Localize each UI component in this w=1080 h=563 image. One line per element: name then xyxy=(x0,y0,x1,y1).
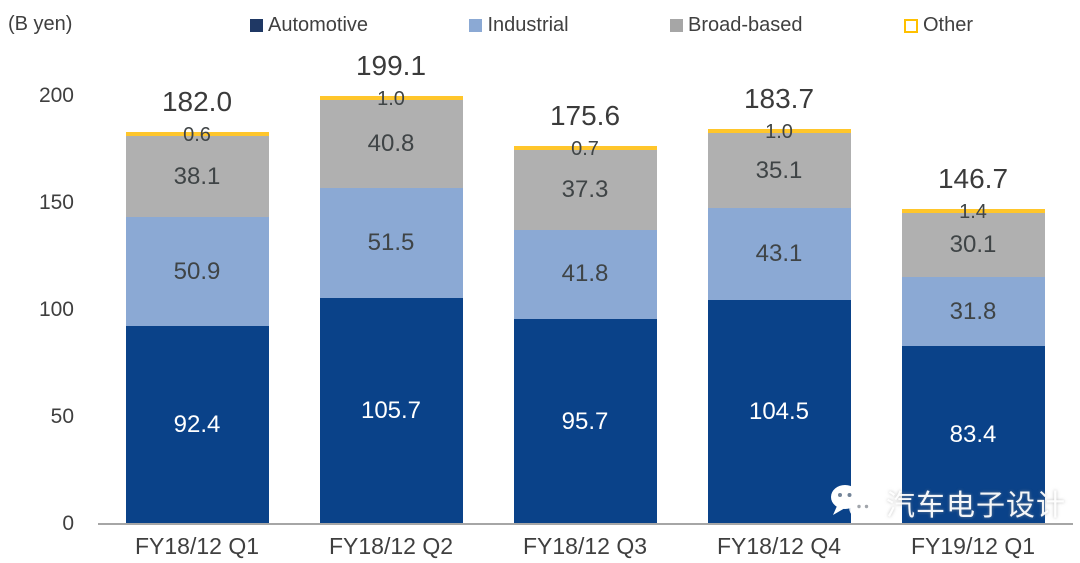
legend-swatch-other xyxy=(903,18,918,33)
other-value-label: 1.0 xyxy=(377,88,405,111)
segment-broad-based: 30.1 xyxy=(901,213,1045,278)
segment-other xyxy=(901,209,1045,214)
segment-broad-based: 38.1 xyxy=(125,135,269,218)
segment-value-label: 51.5 xyxy=(367,228,415,256)
segment-value-label: 50.9 xyxy=(173,257,221,285)
segment-value-label: 92.4 xyxy=(173,411,221,439)
segment-value-label: 30.1 xyxy=(949,231,997,259)
y-tick-label: 0 xyxy=(62,512,74,535)
bar-stack-fy18-12-q4: 104.5 43.1 35.1 1.0 183.7 xyxy=(707,85,851,524)
x-category-label: FY18/12 Q2 xyxy=(328,533,454,559)
segment-industrial: 31.8 xyxy=(901,277,1045,346)
y-tick-label: 100 xyxy=(38,298,74,321)
watermark: 汽车电子设计 xyxy=(830,482,1066,524)
segment-other xyxy=(513,145,657,150)
x-category-label: FY18/12 Q1 xyxy=(134,533,260,559)
bar-total-label: 175.6 xyxy=(549,99,621,131)
segment-automotive: 83.4 xyxy=(901,345,1045,524)
bar-total-label: 182.0 xyxy=(161,85,233,117)
segment-value-label: 41.8 xyxy=(561,260,609,288)
segment-value-label: 95.7 xyxy=(561,407,609,435)
bar-stack-fy19-12-q1: 83.4 31.8 30.1 1.4 146.7 xyxy=(901,165,1045,524)
chart-legend: Automotive Industrial Broad-based Other xyxy=(250,14,973,37)
y-axis-unit-label: (B yen) xyxy=(8,13,73,35)
bar-stack-fy18-12-q2: 105.7 51.5 40.8 1.0 199.1 xyxy=(319,52,463,524)
segment-other xyxy=(125,131,269,136)
other-value-label: 0.7 xyxy=(571,137,599,160)
bar-stack-fy18-12-q1: 92.4 50.9 38.1 0.6 182.0 xyxy=(125,87,269,524)
segment-industrial: 50.9 xyxy=(125,217,269,327)
segment-value-label: 31.8 xyxy=(949,297,997,325)
other-value-label: 1.4 xyxy=(959,201,987,224)
x-category-label: FY18/12 Q3 xyxy=(522,533,648,559)
segment-automotive: 92.4 xyxy=(125,326,269,524)
wechat-icon xyxy=(831,485,877,522)
other-value-label: 0.6 xyxy=(183,123,211,146)
x-category-label: FY19/12 Q1 xyxy=(910,533,1036,559)
segment-value-label: 40.8 xyxy=(367,129,415,157)
x-category-label: FY18/12 Q4 xyxy=(716,533,842,559)
legend-item-industrial: Industrial xyxy=(469,14,569,37)
watermark-text: 汽车电子设计 xyxy=(886,490,1067,522)
bar-stack-fy18-12-q3: 95.7 41.8 37.3 0.7 175.6 xyxy=(513,101,657,524)
legend-swatch-broad-based xyxy=(670,19,684,32)
segment-automotive: 105.7 xyxy=(319,297,463,524)
segment-value-label: 35.1 xyxy=(755,156,803,184)
legend-label: Other xyxy=(922,14,973,36)
segment-broad-based: 40.8 xyxy=(319,100,463,188)
segment-broad-based: 35.1 xyxy=(707,133,851,209)
segment-industrial: 51.5 xyxy=(319,187,463,298)
legend-swatch-automotive xyxy=(250,19,263,32)
bar-total-label: 199.1 xyxy=(355,50,427,82)
segment-other xyxy=(707,129,851,134)
legend-item-automotive: Automotive xyxy=(250,14,368,37)
segment-automotive: 95.7 xyxy=(513,319,657,524)
x-axis-line xyxy=(98,523,1073,525)
segment-value-label: 83.4 xyxy=(949,420,997,448)
other-value-label: 1.0 xyxy=(765,121,793,144)
legend-item-broad-based: Broad-based xyxy=(670,14,803,37)
segment-other xyxy=(319,96,463,101)
segment-value-label: 105.7 xyxy=(360,396,422,424)
segment-broad-based: 37.3 xyxy=(513,149,657,230)
segment-value-label: 38.1 xyxy=(173,162,221,190)
bar-total-label: 146.7 xyxy=(937,163,1009,195)
segment-value-label: 37.3 xyxy=(561,175,609,203)
segment-industrial: 41.8 xyxy=(513,229,657,320)
segment-value-label: 104.5 xyxy=(748,398,810,426)
segment-industrial: 43.1 xyxy=(707,208,851,301)
segment-value-label: 43.1 xyxy=(755,240,803,268)
y-tick-label: 200 xyxy=(38,84,74,107)
segment-automotive: 104.5 xyxy=(707,300,851,524)
bar-total-label: 183.7 xyxy=(743,83,815,115)
y-tick-label: 150 xyxy=(38,191,74,214)
legend-item-other: Other xyxy=(903,14,973,37)
legend-label: Broad-based xyxy=(688,14,803,36)
legend-swatch-industrial xyxy=(469,19,483,32)
legend-label: Automotive xyxy=(268,14,369,36)
legend-label: Industrial xyxy=(487,14,569,36)
y-tick-label: 50 xyxy=(50,405,74,428)
